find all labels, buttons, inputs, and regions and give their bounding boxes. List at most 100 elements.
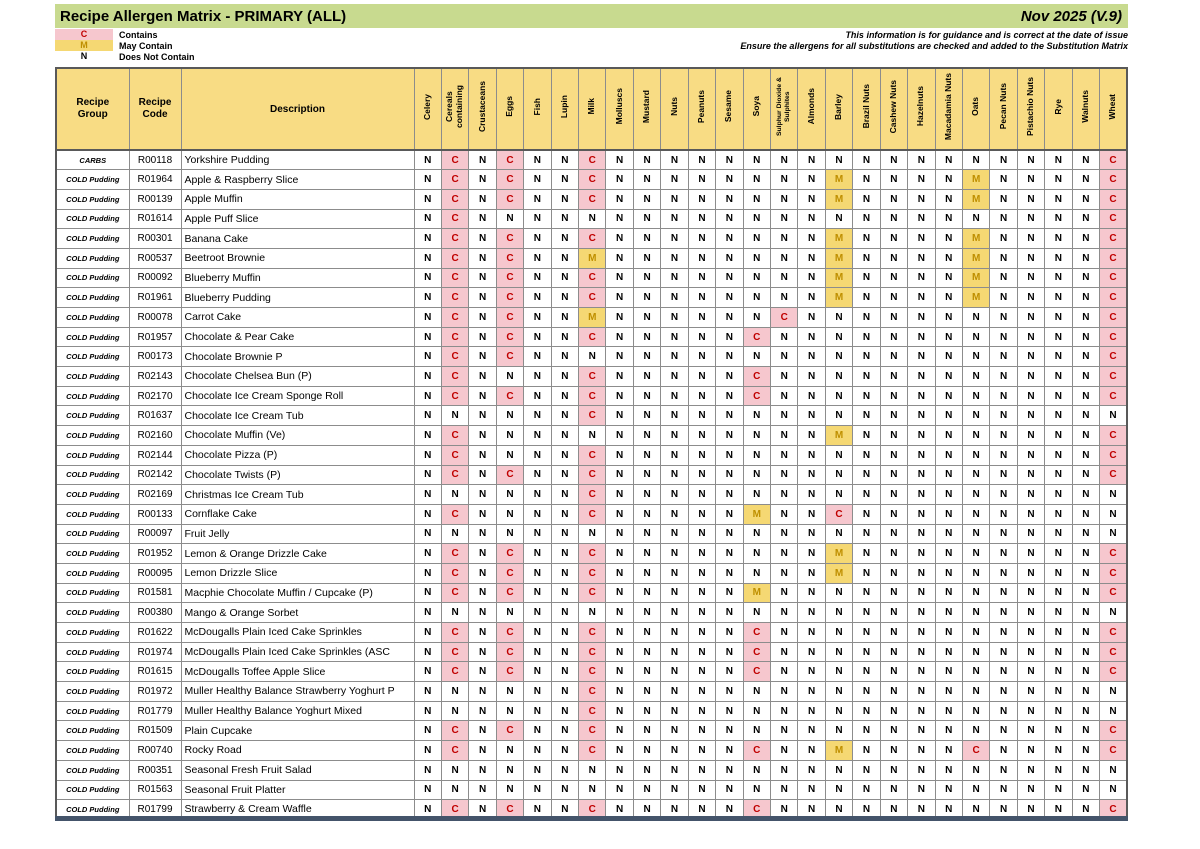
- allergen-value-cell: N: [769, 661, 799, 683]
- allergen-value-cell: N: [742, 681, 771, 702]
- allergen-value-cell: N: [550, 543, 580, 564]
- allergen-value-cell: N: [1016, 149, 1046, 171]
- allergen-value-cell: N: [742, 149, 771, 171]
- allergen-value-cell: N: [824, 464, 854, 486]
- allergen-value-cell: N: [797, 681, 826, 702]
- allergen-value-cell: N: [907, 208, 936, 230]
- allergen-value-cell: C: [578, 385, 607, 407]
- allergen-value-cell: C: [495, 562, 525, 584]
- allergen-value-cell: M: [961, 287, 991, 308]
- allergen-value-cell: N: [523, 779, 552, 801]
- allergen-value-cell: N: [495, 425, 525, 446]
- allergen-value-cell: N: [961, 582, 991, 604]
- allergen-value-cell: N: [605, 464, 634, 486]
- allergen-value-cell: N: [632, 464, 662, 486]
- allergen-value-cell: N: [550, 228, 580, 249]
- allergen-value-cell: N: [1044, 366, 1073, 387]
- allergen-value-cell: N: [687, 366, 717, 387]
- description-cell: Carrot Cake: [180, 307, 415, 328]
- allergen-column-label: Nuts: [668, 97, 679, 116]
- allergen-value-cell: N: [715, 149, 744, 171]
- allergen-value-cell: N: [907, 405, 936, 427]
- allergen-value-cell: N: [934, 208, 963, 230]
- allergen-value-cell: N: [578, 759, 607, 781]
- allergen-value-cell: N: [797, 543, 826, 564]
- allergen-value-cell: N: [413, 385, 442, 407]
- allergen-value-cell: N: [660, 188, 689, 210]
- allergen-value-cell: N: [1071, 405, 1101, 427]
- allergen-value-cell: N: [989, 346, 1018, 368]
- allergen-value-cell: N: [879, 267, 909, 289]
- allergen-value-cell: N: [1016, 464, 1046, 486]
- allergen-value-cell: N: [632, 247, 662, 269]
- allergen-value-cell: N: [769, 740, 799, 761]
- allergen-value-cell: N: [797, 385, 826, 407]
- allergen-value-cell: N: [934, 385, 963, 407]
- allergen-value-cell: N: [907, 484, 936, 505]
- allergen-value-cell: C: [440, 543, 470, 564]
- allergen-value-cell: C: [440, 307, 470, 328]
- allergen-value-cell: N: [1071, 247, 1101, 269]
- allergen-value-cell: C: [440, 208, 470, 230]
- allergen-value-cell: N: [907, 346, 936, 368]
- allergen-value-cell: N: [824, 523, 854, 545]
- allergen-value-cell: N: [523, 346, 552, 368]
- description-cell: McDougalls Plain Iced Cake Sprinkles: [180, 622, 415, 643]
- recipe-code-cell: R00351: [128, 759, 182, 781]
- allergen-value-cell: N: [742, 543, 771, 564]
- allergen-value-cell: C: [440, 326, 470, 348]
- allergen-value-cell: N: [632, 700, 662, 722]
- allergen-value-cell: N: [550, 562, 580, 584]
- allergen-value-cell: N: [1071, 681, 1101, 702]
- allergen-value-cell: N: [715, 582, 744, 604]
- allergen-value-cell: N: [769, 208, 799, 230]
- allergen-value-cell: N: [961, 661, 991, 683]
- allergen-value-cell: N: [687, 740, 717, 761]
- recipe-group-cell: COLD Pudding: [55, 523, 130, 545]
- allergen-value-cell: N: [769, 228, 799, 249]
- allergen-value-cell: C: [1099, 444, 1128, 466]
- recipe-group-cell: COLD Pudding: [55, 543, 130, 564]
- recipe-row: COLD Pudding R01974 McDougalls Plain Iced …: [55, 641, 1128, 663]
- allergen-value-cell: N: [934, 484, 963, 505]
- allergen-value-cell: N: [989, 188, 1018, 210]
- allergen-value-cell: N: [824, 622, 854, 643]
- allergen-column-label: Milk: [586, 98, 597, 115]
- recipe-row: COLD Pudding R01964 Apple & Raspberry Slic…: [55, 169, 1128, 190]
- allergen-value-cell: N: [989, 149, 1018, 171]
- recipe-code-cell: R01563: [128, 779, 182, 801]
- allergen-value-cell: N: [413, 681, 442, 702]
- allergen-value-cell: C: [769, 307, 799, 328]
- allergen-value-cell: N: [1044, 779, 1073, 801]
- allergen-value-cell: N: [687, 326, 717, 348]
- allergen-value-cell: N: [769, 582, 799, 604]
- allergen-value-cell: N: [797, 464, 826, 486]
- allergen-value-cell: N: [605, 169, 634, 190]
- allergen-value-cell: N: [1071, 484, 1101, 505]
- allergen-value-cell: N: [879, 366, 909, 387]
- allergen-value-cell: N: [797, 779, 826, 801]
- description-cell: Cornflake Cake: [180, 503, 415, 525]
- allergen-value-cell: N: [879, 346, 909, 368]
- recipe-code-cell: R01957: [128, 326, 182, 348]
- allergen-value-cell: N: [1044, 602, 1073, 623]
- allergen-value-cell: N: [1044, 188, 1073, 210]
- allergen-value-cell: N: [495, 208, 525, 230]
- allergen-value-cell: N: [715, 267, 744, 289]
- allergen-value-cell: N: [1071, 307, 1101, 328]
- recipe-code-cell: R00118: [128, 149, 182, 171]
- allergen-value-cell: N: [1099, 602, 1128, 623]
- recipe-group-cell: COLD Pudding: [55, 385, 130, 407]
- allergen-value-cell: N: [468, 582, 497, 604]
- allergen-value-cell: N: [934, 602, 963, 623]
- allergen-column-header: Milk: [578, 67, 607, 151]
- allergen-value-cell: N: [605, 543, 634, 564]
- recipe-row: COLD Pudding R01637 Chocolate Ice Cream Tu…: [55, 405, 1128, 427]
- allergen-value-cell: N: [660, 208, 689, 230]
- allergen-value-cell: N: [989, 385, 1018, 407]
- allergen-value-cell: N: [413, 799, 442, 820]
- allergen-value-cell: C: [1099, 228, 1128, 249]
- allergen-value-cell: N: [852, 582, 881, 604]
- allergen-value-cell: N: [824, 799, 854, 820]
- allergen-value-cell: N: [495, 779, 525, 801]
